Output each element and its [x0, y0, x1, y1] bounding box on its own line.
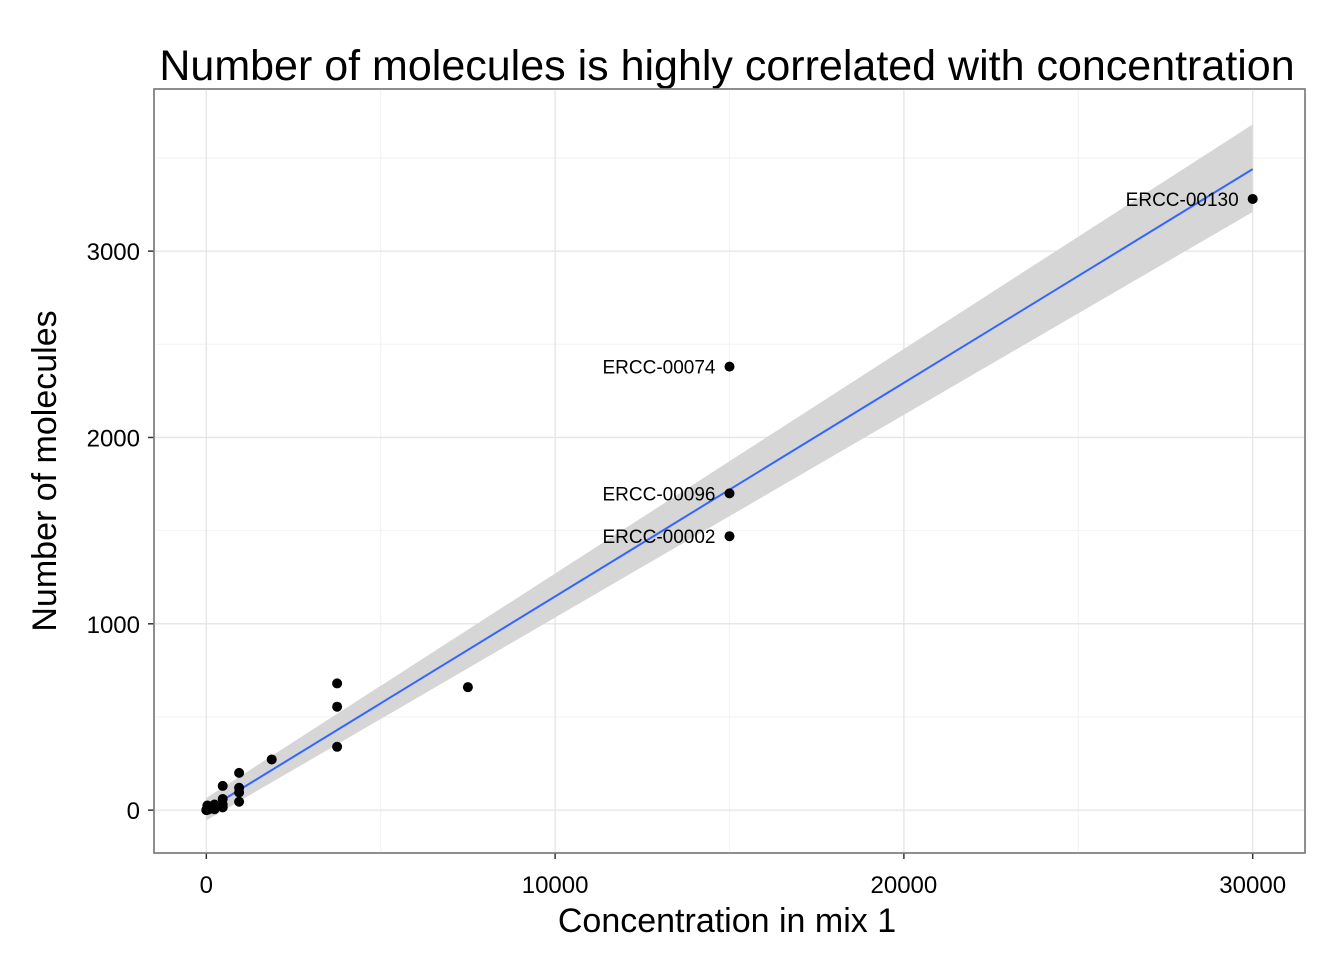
y-tick-label: 3000 — [87, 239, 140, 266]
x-tick-label: 10000 — [522, 872, 589, 899]
y-tick-label: 1000 — [87, 612, 140, 639]
plot-panel-border — [153, 88, 1306, 854]
data-point — [266, 754, 277, 765]
point-labels: ERCC-00130 ERCC-00074 ERCC-00096 ERCC-00002 — [603, 190, 1239, 548]
data-point — [724, 361, 735, 372]
y-tick-label: 0 — [127, 798, 140, 825]
data-point — [724, 531, 735, 542]
x-tick-label: 30000 — [1219, 872, 1286, 899]
point-label: ERCC-00130 — [1126, 190, 1239, 211]
x-axis: 0 10000 20000 30000 — [200, 853, 1286, 899]
data-point — [234, 767, 245, 778]
x-axis-title: Concentration in mix 1 — [558, 902, 896, 940]
confidence-band — [206, 124, 1253, 821]
y-axis: 0 1000 2000 3000 — [87, 239, 154, 825]
y-axis-title: Number of molecules — [26, 310, 64, 631]
data-point — [332, 678, 343, 689]
data-point — [217, 780, 228, 791]
data-points — [201, 193, 1258, 816]
point-label: ERCC-00074 — [603, 358, 716, 379]
point-label: ERCC-00002 — [603, 527, 716, 548]
y-tick-label: 2000 — [87, 425, 140, 452]
data-point — [332, 741, 343, 752]
data-point — [234, 796, 245, 807]
data-point — [462, 682, 473, 693]
x-tick-label: 0 — [200, 872, 213, 899]
data-point — [332, 701, 343, 712]
point-label: ERCC-00096 — [603, 484, 716, 505]
data-point — [724, 488, 735, 499]
data-point — [1247, 193, 1258, 204]
x-tick-label: 20000 — [871, 872, 938, 899]
data-point — [234, 787, 245, 798]
data-point — [201, 805, 212, 816]
data-point — [217, 802, 228, 813]
chart-title: Number of molecules is highly correlated… — [159, 42, 1294, 90]
